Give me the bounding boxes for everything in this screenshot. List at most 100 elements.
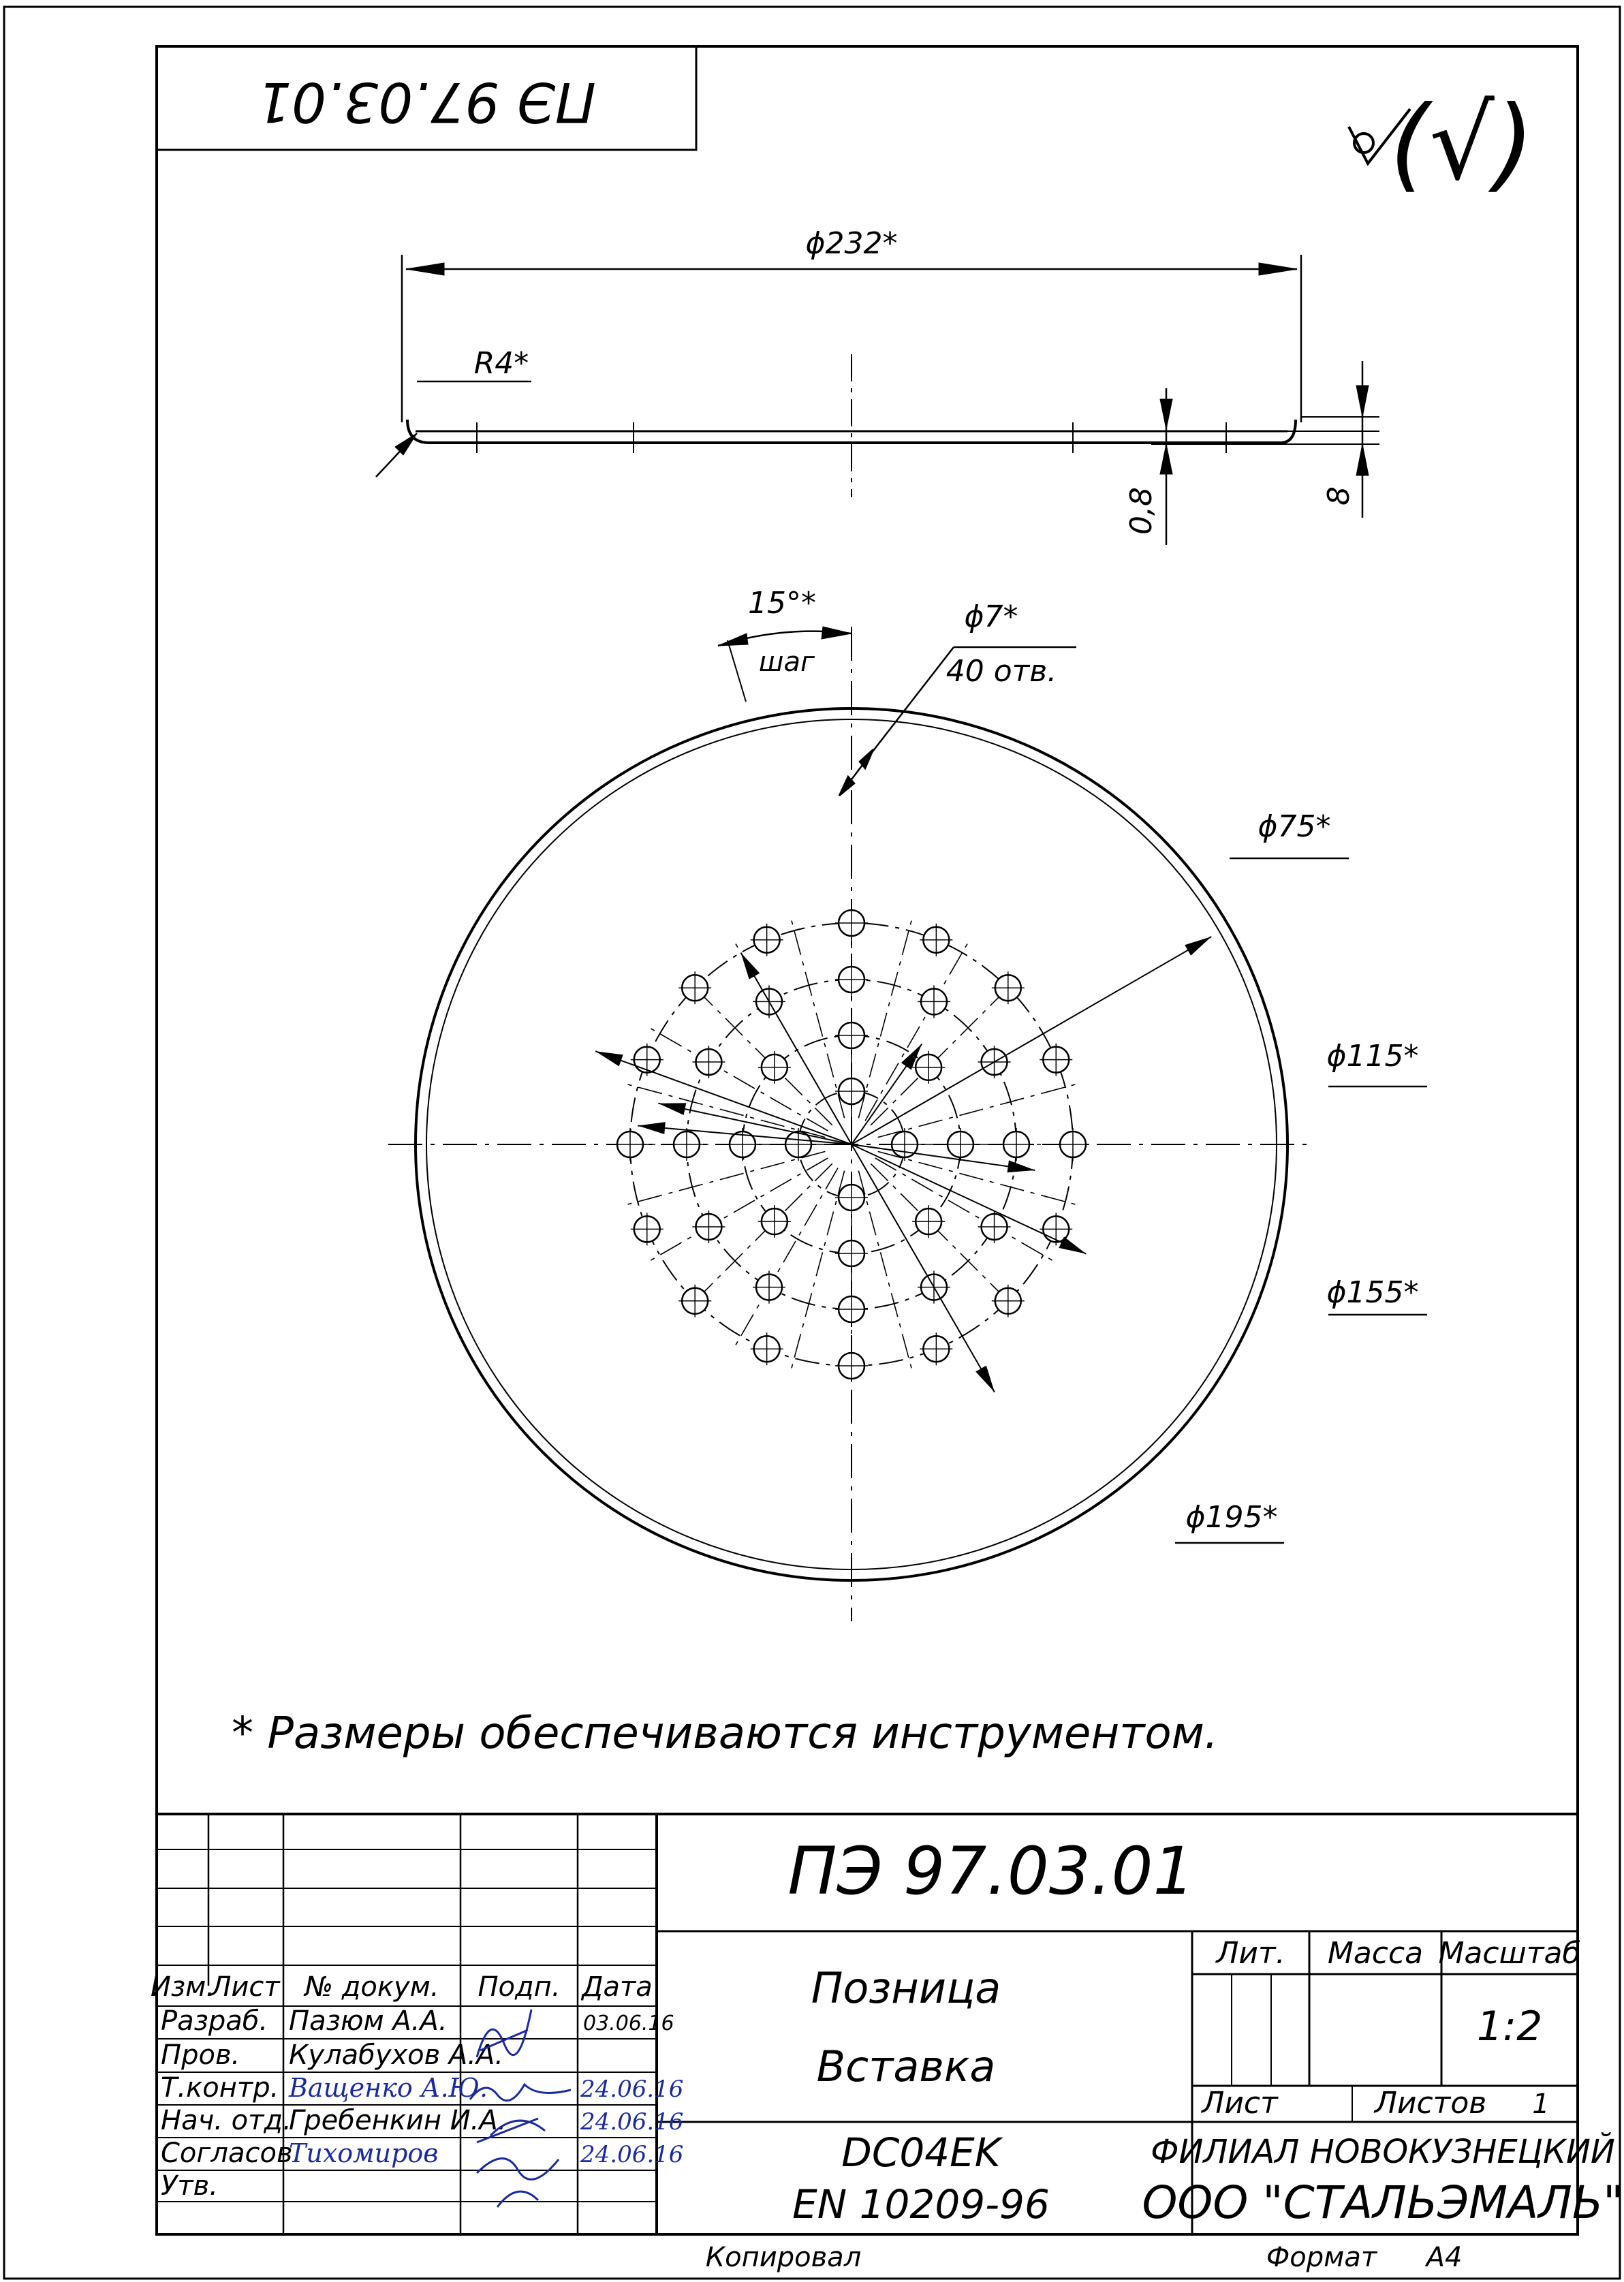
col-izm: Изм. (151, 1971, 215, 2003)
radial-axis-line (877, 1082, 1082, 1138)
title-block-grid (157, 1813, 1578, 2234)
top-stamp-text: ПЭ 97.03.01 (257, 70, 596, 134)
role-5: Утв. (161, 2170, 218, 2202)
dimension-ray (851, 936, 1212, 1145)
role-1: Пров. (161, 2039, 240, 2071)
radial-axis-line (621, 1151, 826, 1207)
radial-axis-line (682, 1163, 833, 1314)
signatures (469, 2009, 572, 2208)
hole-leader (838, 646, 1076, 796)
dim-radius: R4* (474, 346, 529, 381)
arrowhead (595, 1051, 623, 1067)
arrowhead (1007, 1160, 1035, 1173)
title-material-line1: DC04EK (841, 2129, 1003, 2176)
tooling-note: * Размеры обеспечиваются инструментом. (232, 1708, 1218, 1759)
pitch-dimension (717, 626, 852, 702)
dimension-ray (595, 1050, 852, 1145)
date-3: 24.06.16 (580, 2108, 683, 2136)
arrowhead (1059, 1236, 1087, 1254)
top-stamp-box (155, 45, 698, 151)
signature-tkontr (469, 2082, 572, 2102)
name-0: Пазюм А.А. (289, 2005, 448, 2037)
dim-height: 8 (1322, 486, 1356, 505)
title-product-line1: Позница (811, 1963, 1001, 2013)
col-doc: № докум. (303, 1971, 439, 2003)
dimension-ray (658, 1102, 852, 1145)
scale-label: Масштаб (1438, 1936, 1580, 1971)
radial-axis-line (877, 1151, 1082, 1207)
title-product-line2: Вставка (817, 2042, 996, 2091)
roughness-icon (1347, 108, 1411, 166)
date-4: 24.06.16 (580, 2141, 683, 2168)
date-0: 03.06.16 (583, 2012, 674, 2035)
arrowhead (658, 1103, 687, 1115)
arrowhead (638, 1122, 666, 1134)
dim-d195: ϕ195* (1185, 1500, 1277, 1535)
dimension-ray (851, 1144, 1035, 1171)
role-4: Согласов. (161, 2138, 301, 2169)
arrowhead (975, 1365, 995, 1392)
dim-hole-count: 40 отв. (946, 654, 1057, 689)
name-2: Ващенко А.Ю. (288, 2073, 488, 2103)
name-1: Кулабухов А.А. (289, 2039, 503, 2071)
arrowhead (740, 952, 760, 980)
roughness-mark: (√) (1390, 84, 1535, 203)
arrowhead (1185, 937, 1212, 956)
dim-d115: ϕ115* (1326, 1039, 1418, 1074)
signature-soglas (475, 2157, 560, 2208)
sheets-value: 1 (1532, 2089, 1549, 2120)
title-material-line2: EN 10209-96 (792, 2181, 1050, 2228)
sheet-label: Лист (1200, 2086, 1279, 2121)
dimension-ray (638, 1125, 852, 1145)
signature-nach (476, 2117, 546, 2144)
format-value: А4 (1424, 2242, 1463, 2273)
radial-axis-line (858, 913, 914, 1119)
dim-hole-diameter: ϕ7* (964, 599, 1018, 634)
date-2: 24.06.16 (580, 2076, 683, 2103)
org-line1: ФИЛИАЛ НОВОКУЗНЕЦКИЙ (1151, 2132, 1615, 2171)
col-list: Лист (209, 1971, 281, 2003)
col-date: Дата (580, 1971, 653, 2003)
format-label: Формат (1266, 2242, 1378, 2273)
radial-axis-line (858, 1170, 914, 1375)
radial-axis-line (644, 1157, 828, 1264)
dimension-ray (851, 1144, 995, 1393)
lit-label: Лит. (1215, 1936, 1285, 1971)
dimension-ray (851, 1144, 1087, 1255)
radial-axis-line (870, 1163, 1021, 1314)
radial-axis-line (732, 1168, 839, 1351)
title-header-row: Изм. Лист № докум. Подп. Дата (151, 1971, 653, 2003)
role-0: Разраб. (161, 2005, 268, 2037)
arrowhead (901, 1044, 922, 1070)
diameter-leaders (1175, 857, 1427, 1544)
dim-d155: ϕ155* (1326, 1275, 1418, 1310)
dim-pitch-word: шаг (759, 646, 815, 678)
radial-axis-line (682, 975, 833, 1126)
dimension-ray (740, 952, 852, 1145)
dim-outer-diameter: ϕ232* (805, 226, 897, 261)
side-view (375, 255, 1379, 545)
scale-value: 1:2 (1477, 2003, 1543, 2050)
sheet-outer-frame (3, 5, 1621, 2280)
radial-axis-line (875, 1157, 1059, 1264)
dim-d75: ϕ75* (1258, 809, 1330, 844)
role-3: Нач. отд. (161, 2105, 292, 2136)
drawing-frame (155, 45, 1579, 2236)
mass-label: Масса (1328, 1936, 1423, 1971)
radial-axis-line (789, 913, 845, 1119)
role-2: Т.контр. (161, 2072, 279, 2104)
radial-axis-line (870, 975, 1021, 1126)
radial-axis-line (789, 1170, 845, 1375)
col-sign: Подп. (478, 1971, 560, 2003)
signature-razrab (475, 2009, 533, 2058)
sheets-label: Листов (1373, 2086, 1486, 2121)
dim-pitch-angle: 15°* (748, 586, 816, 621)
radial-axis-line (644, 1025, 828, 1131)
approval-rows: Разраб. Пров. Т.контр. Нач. отд. Согласо… (161, 2005, 683, 2202)
name-3: Гребенкин И.А. (289, 2105, 506, 2136)
title-designation: ПЭ 97.03.01 (787, 1833, 1194, 1909)
top-view (388, 627, 1315, 1621)
dim-thickness: 0,8 (1124, 487, 1159, 535)
name-4: Тихомиров (289, 2138, 438, 2168)
